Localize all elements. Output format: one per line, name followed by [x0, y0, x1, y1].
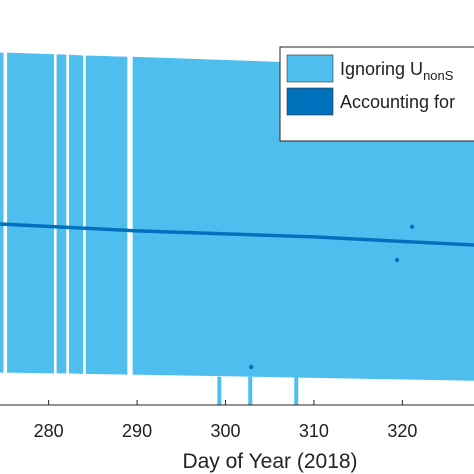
x-tick-label: 280: [34, 421, 64, 441]
mean-line: [0, 222, 474, 247]
outlier-point: [409, 224, 415, 229]
band-dip: [248, 376, 253, 405]
band-area: [68, 54, 84, 374]
legend-label-text: Ignoring U: [340, 59, 423, 79]
legend-label: Accounting for: [340, 92, 455, 112]
legend-swatch: [286, 87, 334, 116]
band-dip: [294, 376, 299, 405]
band-area: [0, 52, 4, 373]
x-tick-label: 310: [299, 421, 329, 441]
band-area: [7, 52, 54, 374]
legend-label: Ignoring UnonS: [340, 59, 454, 83]
legend-swatch: [286, 54, 334, 83]
x-tick-label: 290: [122, 421, 152, 441]
outlier-point: [248, 364, 254, 370]
legend-label-subscript: nonS: [423, 68, 454, 83]
outlier-point: [394, 257, 400, 263]
band-area: [85, 55, 128, 375]
x-tick-label: 320: [387, 421, 417, 441]
band-area: [56, 54, 67, 374]
legend: Ignoring UnonS Accounting for: [279, 46, 474, 142]
band-dip: [217, 376, 222, 405]
x-tick-label: 300: [210, 421, 240, 441]
x-axis-label: Day of Year (2018): [182, 450, 357, 473]
